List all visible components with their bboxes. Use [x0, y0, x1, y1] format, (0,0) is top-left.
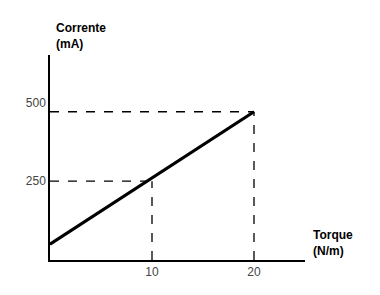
svg-text:20: 20	[247, 265, 261, 279]
svg-text:Corrente(mA): Corrente(mA)	[56, 21, 106, 51]
svg-text:10: 10	[145, 265, 159, 279]
svg-text:250: 250	[26, 174, 46, 188]
svg-text:Torque(N/m): Torque(N/m)	[313, 228, 353, 258]
svg-text:500: 500	[26, 96, 46, 110]
